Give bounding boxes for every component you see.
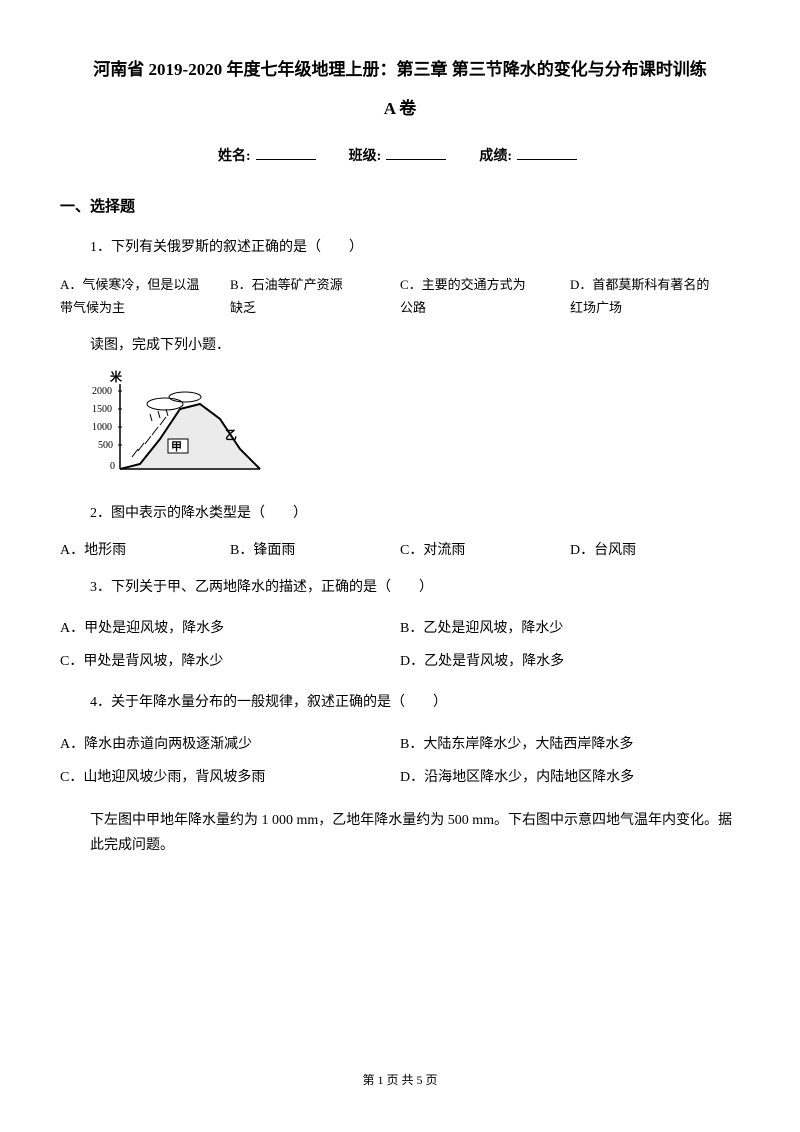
- q3-opt-d: D．乙处是背风坡，降水多: [400, 649, 740, 674]
- q2-opt-d: D．台风雨: [570, 538, 740, 563]
- tick-1500: 1500: [92, 404, 112, 415]
- question-4: 4．关于年降水量分布的一般规律，叙述正确的是（ ）: [90, 690, 740, 715]
- q2-options: A．地形雨 B．锋面雨 C．对流雨 D．台风雨: [60, 538, 740, 563]
- info-line: 姓名: 班级: 成绩:: [60, 144, 740, 169]
- class-label: 班级:: [349, 149, 382, 164]
- q1-options: A．气候寒冷，但是以温 带气候为主 B．石油等矿产资源 缺乏 C．主要的交通方式…: [60, 273, 740, 320]
- q1-opt-a: A．气候寒冷，但是以温 带气候为主: [60, 273, 230, 320]
- page-title: 河南省 2019-2020 年度七年级地理上册：第三章 第三节降水的变化与分布课…: [60, 55, 740, 86]
- name-blank: [256, 159, 316, 160]
- question-3: 3．下列关于甲、乙两地降水的描述，正确的是（ ）: [90, 575, 740, 600]
- q3-opt-c: C．甲处是背风坡，降水少: [60, 649, 400, 674]
- tick-0: 0: [110, 461, 115, 472]
- paragraph-1: 下左图中甲地年降水量约为 1 000 mm，乙地年降水量约为 500 mm。下右…: [90, 808, 740, 858]
- instruction-1: 读图，完成下列小题．: [90, 333, 740, 358]
- q1-opt-d: D．首都莫斯科有著名的 红场广场: [570, 273, 740, 320]
- label-jia: 甲: [171, 440, 182, 453]
- section-header: 一、选择题: [60, 194, 740, 221]
- q4-opt-b: B．大陆东岸降水少，大陆西岸降水多: [400, 732, 740, 757]
- q3-opt-b: B．乙处是迎风坡，降水少: [400, 616, 740, 641]
- q3-options: A．甲处是迎风坡，降水多 B．乙处是迎风坡，降水少 C．甲处是背风坡，降水少 D…: [60, 612, 740, 678]
- score-blank: [517, 159, 577, 160]
- q4-opt-d: D．沿海地区降水少，内陆地区降水多: [400, 765, 740, 790]
- question-2: 2．图中表示的降水类型是（ ）: [90, 501, 740, 526]
- q4-opt-a: A．降水由赤道向两极逐渐减少: [60, 732, 400, 757]
- score-label: 成绩:: [479, 149, 512, 164]
- q3-opt-a: A．甲处是迎风坡，降水多: [60, 616, 400, 641]
- tick-2000: 2000: [92, 386, 112, 397]
- terrain-diagram: 米 2000 1500 1000 500 0 甲 乙: [90, 369, 270, 489]
- q1-opt-b: B．石油等矿产资源 缺乏: [230, 273, 400, 320]
- page-footer: 第 1 页 共 5 页: [0, 1070, 800, 1092]
- q2-opt-c: C．对流雨: [400, 538, 570, 563]
- tick-1000: 1000: [92, 422, 112, 433]
- q4-opt-c: C．山地迎风坡少雨，背风坡多雨: [60, 765, 400, 790]
- q4-options: A．降水由赤道向两极逐渐减少 B．大陆东岸降水少，大陆西岸降水多 C．山地迎风坡…: [60, 728, 740, 794]
- page-subtitle: A 卷: [60, 94, 740, 125]
- tick-500: 500: [98, 440, 113, 451]
- class-blank: [386, 159, 446, 160]
- q2-opt-b: B．锋面雨: [230, 538, 400, 563]
- q2-opt-a: A．地形雨: [60, 538, 230, 563]
- label-yi: 乙: [225, 428, 237, 442]
- q1-opt-c: C．主要的交通方式为 公路: [400, 273, 570, 320]
- question-1: 1．下列有关俄罗斯的叙述正确的是（ ）: [90, 235, 740, 260]
- name-label: 姓名:: [218, 149, 251, 164]
- y-axis-label: 米: [110, 369, 123, 384]
